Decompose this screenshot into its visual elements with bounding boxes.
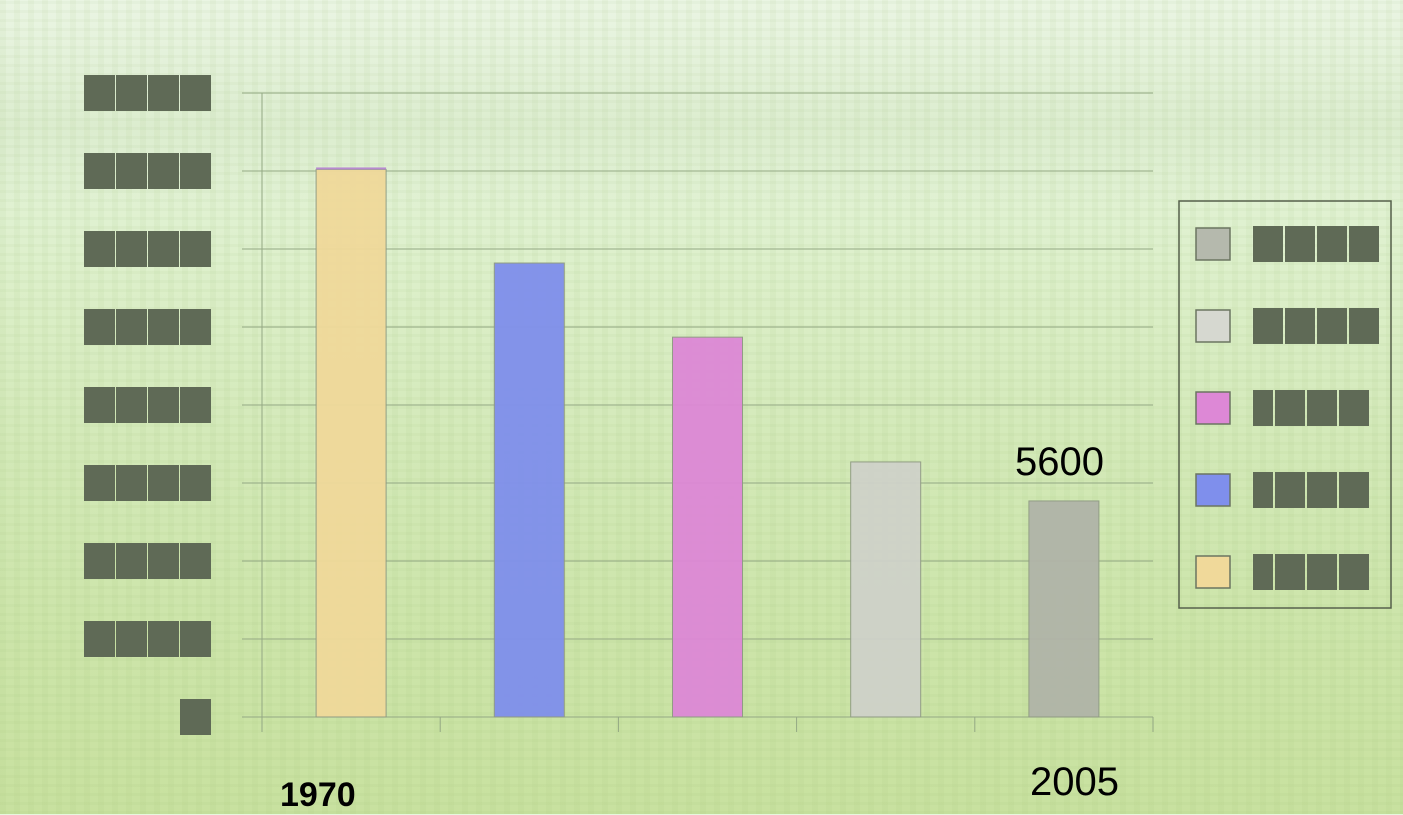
redacted-legend-text xyxy=(1349,308,1379,344)
redacted-legend-text xyxy=(1253,308,1283,344)
legend-box xyxy=(1178,200,1392,609)
legend-swatch xyxy=(1195,309,1231,343)
redacted-legend-text xyxy=(1285,226,1315,262)
redacted-tick-block xyxy=(148,153,179,189)
legend-swatch xyxy=(1195,555,1231,589)
redacted-legend-text xyxy=(1275,472,1305,508)
redacted-legend-text xyxy=(1339,554,1369,590)
legend-swatch xyxy=(1195,391,1231,425)
redacted-tick-block xyxy=(116,75,147,111)
redacted-tick-block xyxy=(148,387,179,423)
redacted-tick-block xyxy=(84,543,115,579)
redacted-tick-block xyxy=(180,387,211,423)
redacted-tick-block xyxy=(148,75,179,111)
redacted-legend-text xyxy=(1307,554,1337,590)
redacted-legend-text xyxy=(1317,308,1347,344)
redacted-legend-text xyxy=(1253,390,1273,426)
redacted-tick-block xyxy=(116,231,147,267)
redacted-tick-block xyxy=(180,699,211,735)
y-axis-tick-labels-redacted xyxy=(84,75,211,735)
x-label-last-year: 2005 xyxy=(1030,760,1119,804)
redacted-tick-block xyxy=(180,309,211,345)
redacted-tick-block xyxy=(116,309,147,345)
redacted-legend-text xyxy=(1349,226,1379,262)
redacted-tick-block xyxy=(84,75,115,111)
redacted-tick-block xyxy=(116,387,147,423)
redacted-legend-text xyxy=(1317,226,1347,262)
legend-swatch xyxy=(1195,473,1231,507)
redacted-legend-text xyxy=(1339,390,1369,426)
bar xyxy=(672,336,743,718)
redacted-tick-block xyxy=(84,309,115,345)
redacted-tick-block xyxy=(84,465,115,501)
background-sky xyxy=(0,0,1403,210)
redacted-tick-block xyxy=(116,543,147,579)
redacted-legend-text xyxy=(1339,472,1369,508)
redacted-tick-block xyxy=(84,621,115,657)
redacted-legend-text xyxy=(1285,308,1315,344)
bar xyxy=(1028,500,1100,718)
x-label-first-year: 1970 xyxy=(280,776,356,814)
redacted-tick-block xyxy=(84,387,115,423)
redacted-tick-block xyxy=(84,153,115,189)
redacted-tick-block xyxy=(148,543,179,579)
redacted-legend-text xyxy=(1307,390,1337,426)
legend-swatch xyxy=(1195,227,1231,261)
redacted-legend-text xyxy=(1275,390,1305,426)
bars xyxy=(315,167,1100,718)
redacted-tick-block xyxy=(180,621,211,657)
redacted-legend-text xyxy=(1253,226,1283,262)
bar xyxy=(493,262,565,718)
redacted-tick-block xyxy=(148,621,179,657)
redacted-tick-block xyxy=(180,231,211,267)
value-annotation: 5600 xyxy=(1015,440,1104,484)
redacted-tick-block xyxy=(180,75,211,111)
redacted-tick-block xyxy=(116,465,147,501)
redacted-tick-block xyxy=(116,621,147,657)
redacted-tick-block xyxy=(180,153,211,189)
redacted-legend-text xyxy=(1275,554,1305,590)
redacted-tick-block xyxy=(180,543,211,579)
bar xyxy=(315,168,387,718)
bar xyxy=(850,461,922,718)
legend xyxy=(1178,200,1392,609)
redacted-legend-text xyxy=(1307,472,1337,508)
redacted-tick-block xyxy=(148,465,179,501)
redacted-tick-block xyxy=(180,465,211,501)
redacted-tick-block xyxy=(148,231,179,267)
redacted-tick-block xyxy=(148,309,179,345)
bar-cap xyxy=(316,167,387,170)
redacted-tick-block xyxy=(84,231,115,267)
redacted-legend-text xyxy=(1253,472,1273,508)
redacted-tick-block xyxy=(116,153,147,189)
redacted-legend-text xyxy=(1253,554,1273,590)
